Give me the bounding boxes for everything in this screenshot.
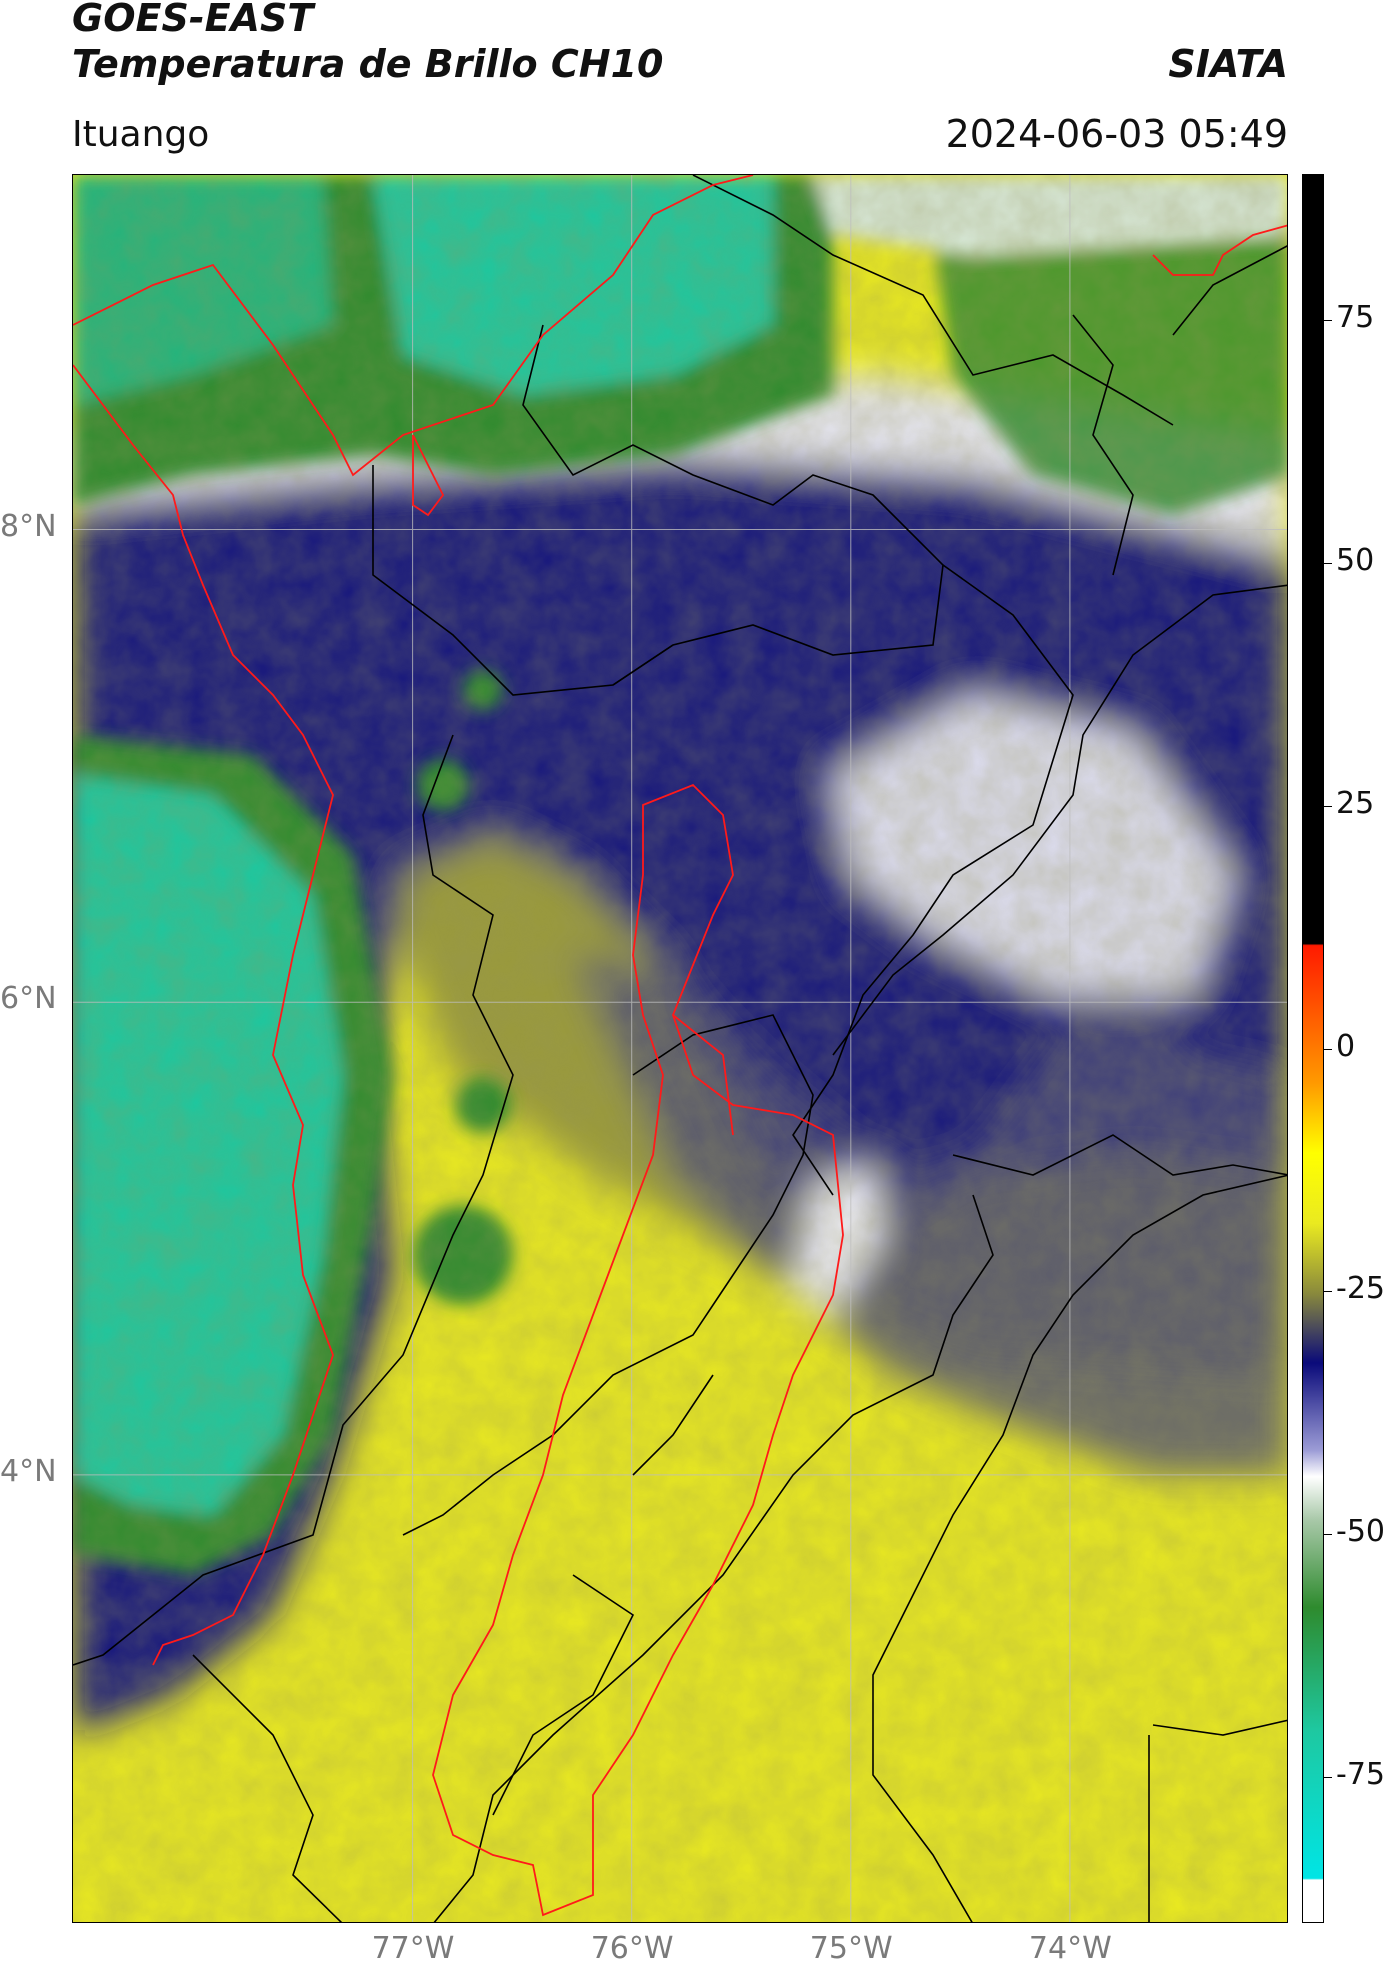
border-line bbox=[1072, 314, 1134, 576]
longitude-label: 76°W bbox=[590, 1931, 674, 1966]
map-canvas bbox=[73, 175, 1287, 1922]
colorbar-tick-label: 50 bbox=[1336, 542, 1375, 578]
colorbar-tick-mark bbox=[1324, 1534, 1332, 1536]
colorbar-tick-mark bbox=[1324, 1048, 1332, 1050]
colorbar-canvas bbox=[1303, 175, 1323, 1922]
datetime-label: 2024-06-03 05:49 bbox=[945, 112, 1288, 156]
longitude-label: 74°W bbox=[1028, 1931, 1112, 1966]
border-line bbox=[192, 1654, 343, 1922]
colorbar-tick-label: 25 bbox=[1336, 785, 1375, 821]
northeast-coastline bbox=[1152, 224, 1287, 276]
border-line bbox=[692, 175, 1174, 426]
gulf-outline bbox=[412, 434, 445, 517]
colorbar-tick-label: 75 bbox=[1336, 299, 1375, 335]
border-line bbox=[952, 1134, 1287, 1176]
border-line bbox=[1172, 245, 1287, 336]
border-line bbox=[632, 1374, 714, 1476]
region-subdivision bbox=[672, 1014, 734, 1136]
colorbar-tick-label: -25 bbox=[1336, 1271, 1384, 1307]
border-line bbox=[522, 324, 944, 686]
border-line bbox=[832, 584, 1287, 1056]
northern-coastline bbox=[73, 175, 754, 477]
colorbar-tick-mark bbox=[1324, 319, 1332, 321]
colorbar-gradient bbox=[1303, 175, 1323, 1922]
border-line bbox=[433, 1194, 994, 1922]
product-title: Temperatura de Brillo CH10 bbox=[72, 42, 664, 86]
border-line bbox=[1152, 1719, 1287, 1736]
latitude-label: 6°N bbox=[0, 981, 57, 1017]
latitude-label: 8°N bbox=[0, 508, 57, 544]
colorbar-tick-mark bbox=[1324, 562, 1332, 564]
border-line bbox=[492, 1574, 635, 1816]
longitude-label: 75°W bbox=[809, 1931, 893, 1966]
texture-overlay bbox=[73, 175, 1287, 1922]
satellite-map[interactable] bbox=[72, 174, 1288, 1923]
organization-label: SIATA bbox=[1168, 42, 1288, 86]
colorbar-tick-label: 0 bbox=[1336, 1028, 1356, 1064]
latitude-label: 4°N bbox=[0, 1453, 57, 1489]
ituango-region-outline bbox=[432, 783, 844, 1917]
border-line bbox=[402, 1014, 814, 1536]
colorbar-tick-label: -50 bbox=[1336, 1514, 1384, 1550]
location-label: Ituango bbox=[72, 114, 210, 155]
colorbar-tick-label: -75 bbox=[1336, 1757, 1384, 1793]
pacific-coastline bbox=[73, 364, 334, 1666]
colorbar-tick-mark bbox=[1324, 1777, 1332, 1779]
satellite-title: GOES-EAST bbox=[72, 0, 314, 40]
political-borders bbox=[73, 175, 1287, 1922]
colorbar-tick-mark bbox=[1324, 805, 1332, 807]
border-line bbox=[372, 465, 674, 696]
colorbar-tick-mark bbox=[1324, 1291, 1332, 1293]
colorbar bbox=[1302, 174, 1324, 1923]
border-line bbox=[872, 1174, 1287, 1922]
border-line bbox=[73, 734, 514, 1666]
red-outlines bbox=[73, 175, 1287, 1917]
border-line bbox=[792, 564, 1074, 1196]
longitude-label: 77°W bbox=[371, 1931, 455, 1966]
